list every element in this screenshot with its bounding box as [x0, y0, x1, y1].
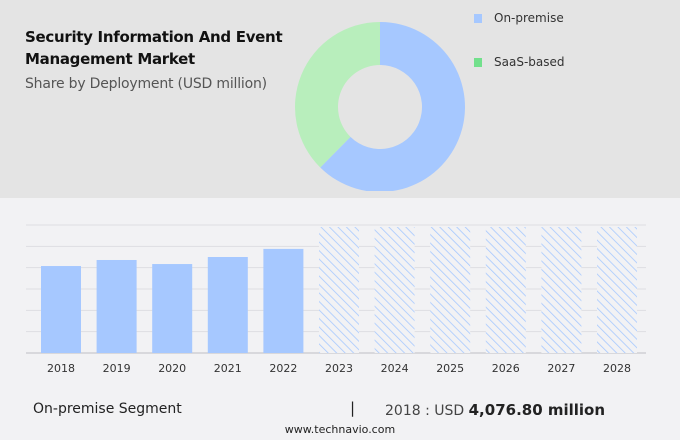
bar-2020 — [152, 264, 193, 353]
x-tick-label: 2025 — [436, 362, 464, 375]
x-tick-label: 2021 — [214, 362, 242, 375]
x-tick-label: 2024 — [381, 362, 409, 375]
value-amount: 4,076.80 million — [468, 401, 606, 419]
value-prefix: 2018 : USD — [385, 403, 465, 419]
segment-label: On-premise Segment — [33, 401, 182, 417]
forecast-bar-2028 — [597, 227, 637, 353]
donut-slice-saas-based — [295, 22, 380, 168]
legend-item-saas-based: SaaS-based — [474, 55, 565, 69]
x-tick-label: 2022 — [269, 362, 297, 375]
donut-slice-on-premise — [320, 22, 465, 191]
chart-subtitle: Share by Deployment (USD million) — [25, 76, 267, 92]
forecast-bar-2023 — [319, 227, 359, 353]
x-tick-label: 2027 — [547, 362, 575, 375]
forecast-bar-2025 — [430, 227, 471, 353]
legend-item-on-premise: On-premise — [474, 11, 564, 25]
forecast-bar-2027 — [541, 227, 582, 353]
bar-2021 — [207, 257, 248, 353]
bar-2022 — [263, 248, 304, 353]
bar-2019 — [96, 259, 137, 353]
x-tick-label: 2028 — [603, 362, 631, 375]
legend-label: SaaS-based — [494, 55, 565, 69]
separator: | — [350, 399, 356, 417]
segment-value: 2018 : USD 4,076.80 million — [385, 401, 605, 419]
x-tick-label: 2023 — [325, 362, 353, 375]
x-tick-label: 2020 — [158, 362, 186, 375]
chart-title: Security Information And Event Managemen… — [25, 26, 283, 70]
x-tick-label: 2018 — [47, 362, 75, 375]
legend-swatch — [474, 13, 482, 23]
legend-swatch — [474, 57, 482, 67]
title-line-1: Security Information And Event — [25, 28, 283, 46]
title-line-2: Management Market — [25, 50, 195, 68]
forecast-bar-2024 — [374, 227, 415, 353]
website-link[interactable]: www.technavio.com — [284, 423, 396, 436]
x-tick-label: 2026 — [492, 362, 520, 375]
forecast-bar-2026 — [485, 227, 526, 353]
legend-label: On-premise — [494, 11, 564, 25]
x-tick-label: 2019 — [103, 362, 131, 375]
bar-2018 — [41, 266, 81, 353]
